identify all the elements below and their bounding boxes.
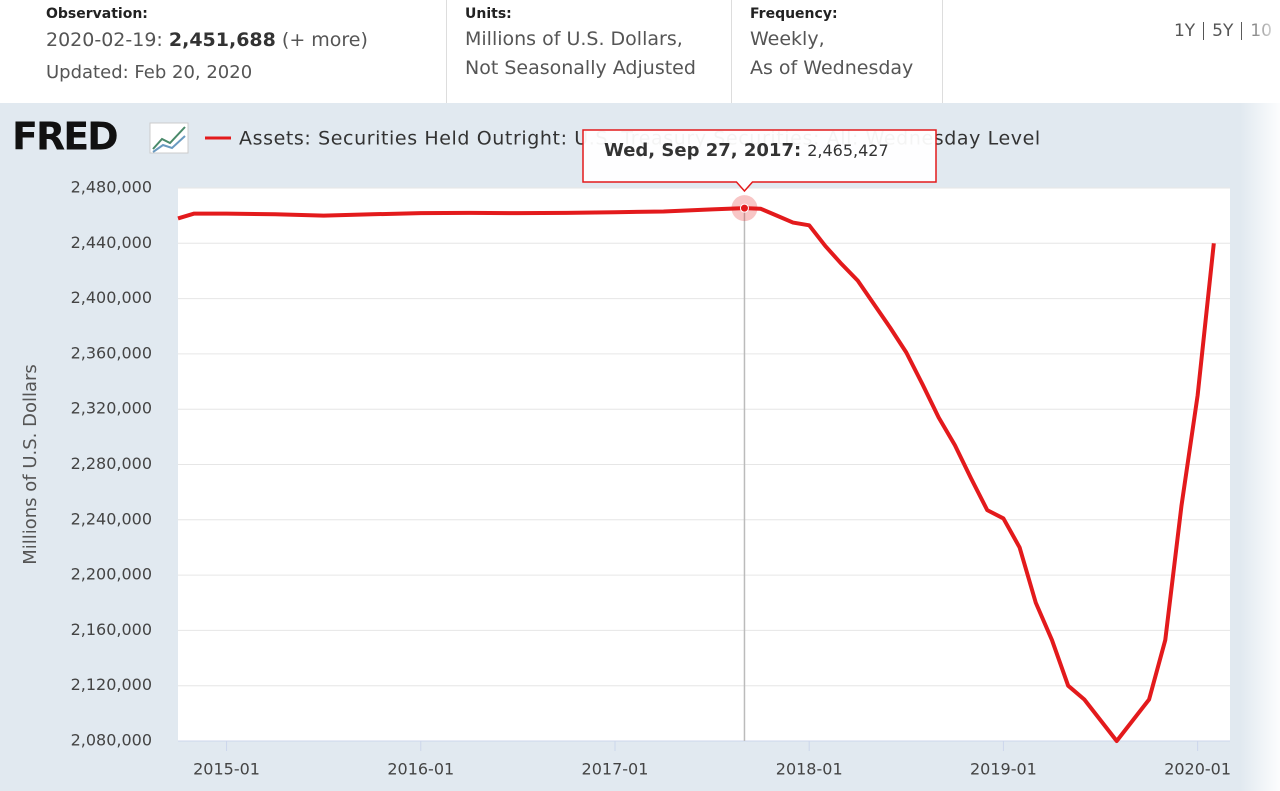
x-tick-label: 2018-01 <box>776 760 843 779</box>
edge-fade <box>1240 0 1280 791</box>
y-tick-label: 2,480,000 <box>71 178 152 197</box>
label: Frequency: <box>750 6 838 22</box>
label: Observation: <box>46 6 148 22</box>
logo-icon <box>149 122 189 154</box>
logo[interactable]: FRED <box>12 115 119 159</box>
y-tick-label: 2,320,000 <box>71 399 152 418</box>
units: Units: Millions of U.S. Dollars, Not Sea… <box>446 0 732 103</box>
header: Observation: 2020-02-19: 2,451,688 (+ mo… <box>0 0 1280 103</box>
y-tick-label: 2,240,000 <box>71 509 152 528</box>
x-tick-label: 2015-01 <box>193 760 260 779</box>
tooltip-value: 2,465,427 <box>807 141 888 160</box>
x-tick-label: 2020-01 <box>1164 760 1231 779</box>
y-tick-label: 2,120,000 <box>71 675 152 694</box>
chart: FRED 2,080,000 2,120,000 2,160,000 2,200,00… <box>12 115 1231 779</box>
y-tick-label: 2,280,000 <box>71 454 152 473</box>
tooltip-label: Wed, Sep 27, 2017: <box>604 140 801 161</box>
frequency-line: As of Wednesday <box>750 57 914 79</box>
x-tick-label: 2016-01 <box>387 760 454 779</box>
more[interactable]: (+ more) <box>281 29 368 51</box>
frequency: Frequency: Weekly, As of Wednesday <box>731 0 943 103</box>
data-line <box>177 206 1216 743</box>
label: Units: <box>465 6 512 22</box>
y-tick-label: 2,200,000 <box>71 565 152 584</box>
frequency-line: Weekly, <box>750 28 825 50</box>
tooltip-box <box>582 129 937 193</box>
updated: Updated: Feb 20, 2020 <box>46 62 253 83</box>
tooltip: Wed, Sep 27, 2017: 2,465,427 <box>582 129 937 193</box>
y-tick-label: 2,360,000 <box>71 343 152 362</box>
y-tick-label: 2,160,000 <box>71 620 152 639</box>
units-line: Not Seasonally Adjusted <box>465 57 696 79</box>
x-tick-label: 2017-01 <box>582 760 649 779</box>
value: 2,451,688 <box>168 29 276 51</box>
units-line: Millions of U.S. Dollars, <box>465 28 683 50</box>
range-button[interactable]: 1Y <box>1166 22 1205 40</box>
observation: Observation: 2020-02-19: 2,451,688 (+ mo… <box>46 0 446 103</box>
hover-point <box>739 203 749 213</box>
y-tick-label: 2,400,000 <box>71 288 152 307</box>
y-tick-label: 2,440,000 <box>71 233 152 252</box>
range-button[interactable]: 5Y <box>1204 22 1243 40</box>
observation-line: 2020-02-19: 2,451,688 (+ more) <box>46 29 368 51</box>
y-tick-label: 2,080,000 <box>71 731 152 750</box>
tooltip-text: Wed, Sep 27, 2017: 2,465,427 <box>604 140 889 161</box>
x-tick-label: 2019-01 <box>970 760 1037 779</box>
date: 2020-02-19: <box>46 29 163 51</box>
y-axis-label: Millions of U.S. Dollars <box>20 364 41 565</box>
